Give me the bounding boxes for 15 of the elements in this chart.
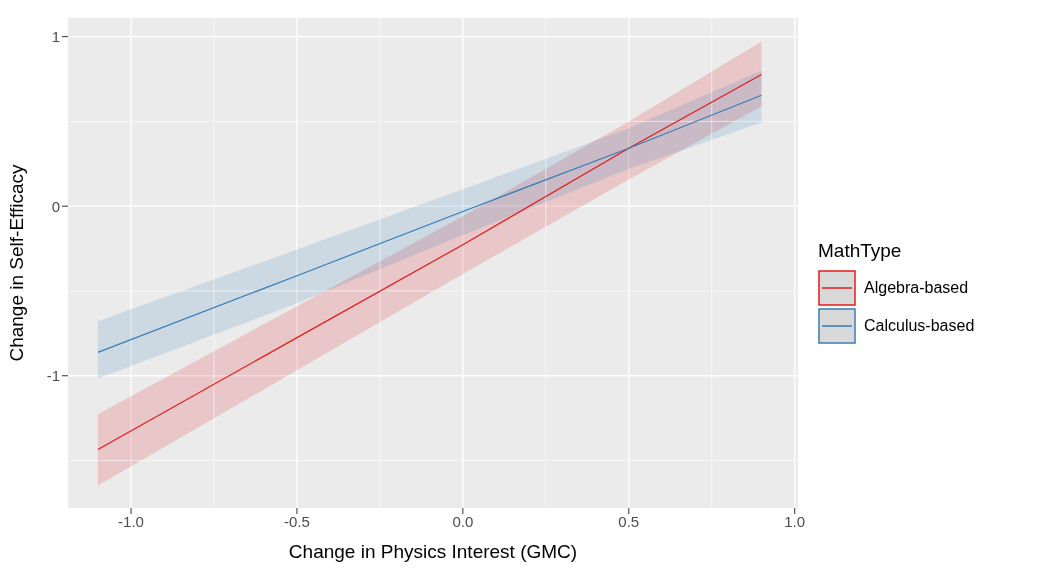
legend-label: Algebra-based [864,279,969,297]
y-tick-label: 0 [51,197,60,215]
line-series [97,94,763,353]
line-series [97,73,763,451]
y-tick-label: 1 [51,27,60,45]
y-axis-title: Change in Self-Efficacy [5,163,27,362]
x-tick-label: 0.5 [618,512,640,530]
x-tick-label: -1.0 [118,512,144,530]
x-tick-label: -0.5 [284,512,310,530]
x-axis-title: Change in Physics Interest (GMC) [288,541,578,562]
x-tick-label: 0.0 [452,512,474,530]
x-tick-label: 1.0 [784,512,806,530]
legend-label: Calculus-based [864,317,975,335]
y-tick-label: -1 [46,367,60,385]
legend-title: MathType [818,240,903,262]
